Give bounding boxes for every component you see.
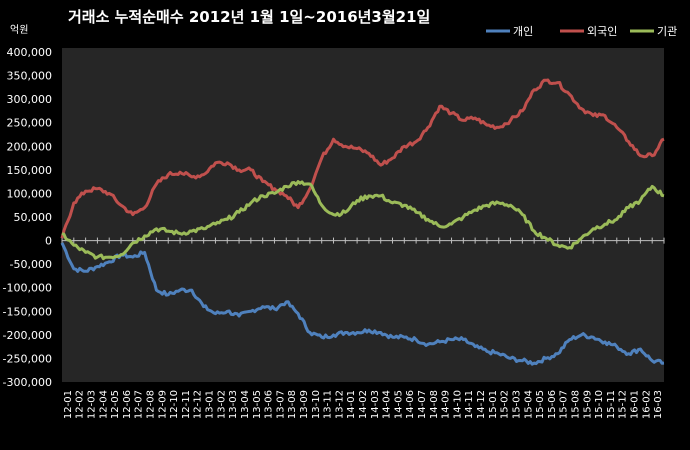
x-tick-label: 16-02 bbox=[641, 390, 652, 419]
x-tick-label: 12-02 bbox=[75, 390, 86, 419]
x-tick-label: 16-01 bbox=[629, 390, 640, 419]
x-tick-label: 13-08 bbox=[287, 390, 298, 419]
y-axis: 400,000 350,000 300,000 250,000 200,000 150,0… bbox=[3, 46, 52, 389]
x-tick-label: 12-09 bbox=[157, 390, 168, 419]
y-tick-label: -300,000 bbox=[3, 376, 52, 389]
x-tick-label: 12-11 bbox=[181, 390, 192, 419]
x-tick-label: 15-05 bbox=[535, 390, 546, 419]
y-tick-label: -200,000 bbox=[3, 329, 52, 342]
x-tick-label: 12-03 bbox=[87, 390, 98, 419]
y-tick-label: 50,000 bbox=[14, 211, 53, 224]
x-tick-label: 15-10 bbox=[594, 390, 605, 419]
x-tick-label: 13-09 bbox=[299, 390, 310, 419]
x-tick-label: 15-04 bbox=[523, 390, 534, 419]
x-tick-label: 15-06 bbox=[547, 390, 558, 419]
x-tick-label: 12-10 bbox=[169, 390, 180, 419]
unit-label: 억원 bbox=[10, 24, 28, 36]
legend-label: 기관 bbox=[657, 25, 677, 38]
x-tick-label: 15-03 bbox=[511, 390, 522, 419]
x-tick-label: 13-05 bbox=[252, 390, 263, 419]
legend-label: 외국인 bbox=[587, 25, 617, 38]
series-line-1 bbox=[60, 78, 665, 239]
y-tick-label: 400,000 bbox=[7, 46, 53, 59]
x-tick-label: 14-08 bbox=[429, 390, 440, 419]
x-tick-label: 15-09 bbox=[582, 390, 593, 419]
legend: 개인 외국인 기관 bbox=[486, 25, 677, 38]
y-tick-label: 250,000 bbox=[7, 117, 53, 130]
x-tick-label: 13-03 bbox=[228, 390, 239, 419]
x-tick-label: 14-07 bbox=[417, 390, 428, 419]
x-tick-label: 14-05 bbox=[393, 390, 404, 419]
x-tick-label: 15-12 bbox=[618, 390, 629, 419]
y-tick-label: -100,000 bbox=[3, 282, 52, 295]
y-tick-label: 350,000 bbox=[7, 70, 53, 83]
x-tick-label: 15-01 bbox=[488, 390, 499, 419]
x-tick-label: 13-02 bbox=[216, 390, 227, 419]
x-tick-label: 14-03 bbox=[370, 390, 381, 419]
chart-title: 거래소 누적순매수 2012년 1월 1일~2016년3월21일 bbox=[68, 8, 430, 26]
x-tick-label: 15-08 bbox=[570, 390, 581, 419]
x-tick-label: 14-06 bbox=[405, 390, 416, 419]
x-tick-label: 15-11 bbox=[606, 390, 617, 419]
x-tick-label: 13-01 bbox=[205, 390, 216, 419]
x-tick-label: 16-03 bbox=[653, 390, 664, 419]
x-tick-label: 15-07 bbox=[559, 390, 570, 419]
x-tick-label: 14-11 bbox=[464, 390, 475, 419]
x-tick-label: 14-09 bbox=[441, 390, 452, 419]
x-tick-label: 13-04 bbox=[240, 390, 251, 419]
x-tick-label: 14-01 bbox=[346, 390, 357, 419]
x-tick-label: 14-10 bbox=[452, 390, 463, 419]
plot-area bbox=[62, 48, 664, 382]
series-layer bbox=[60, 78, 665, 366]
x-tick-label: 13-07 bbox=[275, 390, 286, 419]
y-tick-label: 100,000 bbox=[7, 187, 53, 200]
x-tick-label: 13-06 bbox=[264, 390, 275, 419]
x-tick-label: 12-08 bbox=[146, 390, 157, 419]
x-tick-label: 12-01 bbox=[63, 390, 74, 419]
y-tick-label: -150,000 bbox=[3, 305, 52, 318]
y-tick-label: 300,000 bbox=[7, 93, 53, 106]
x-tick-label: 15-02 bbox=[500, 390, 511, 419]
x-tick-label: 12-05 bbox=[110, 390, 121, 419]
x-tick-label: 14-02 bbox=[358, 390, 369, 419]
y-tick-label: 200,000 bbox=[7, 140, 53, 153]
x-tick-label: 12-06 bbox=[122, 390, 133, 419]
y-tick-label: 150,000 bbox=[7, 164, 53, 177]
y-tick-label: -250,000 bbox=[3, 352, 52, 365]
x-tick-label: 13-11 bbox=[323, 390, 334, 419]
x-tick-label: 12-07 bbox=[134, 390, 145, 419]
x-tick-label: 13-12 bbox=[334, 390, 345, 419]
x-tick-label: 13-10 bbox=[311, 390, 322, 419]
y-tick-label: 0 bbox=[45, 235, 52, 248]
x-tick-label: 12-04 bbox=[98, 390, 109, 419]
y-tick-label: -50,000 bbox=[10, 258, 52, 271]
series-line-0 bbox=[60, 242, 665, 366]
x-tick-label: 14-04 bbox=[382, 390, 393, 419]
series-line-2 bbox=[61, 180, 665, 261]
legend-label: 개인 bbox=[513, 25, 533, 38]
x-axis: 12-01 12-02 12-03 12-04 12-05 12-06 12-07 12-08… bbox=[61, 237, 665, 419]
x-tick-label: 12-12 bbox=[193, 390, 204, 419]
x-tick-label: 14-12 bbox=[476, 390, 487, 419]
